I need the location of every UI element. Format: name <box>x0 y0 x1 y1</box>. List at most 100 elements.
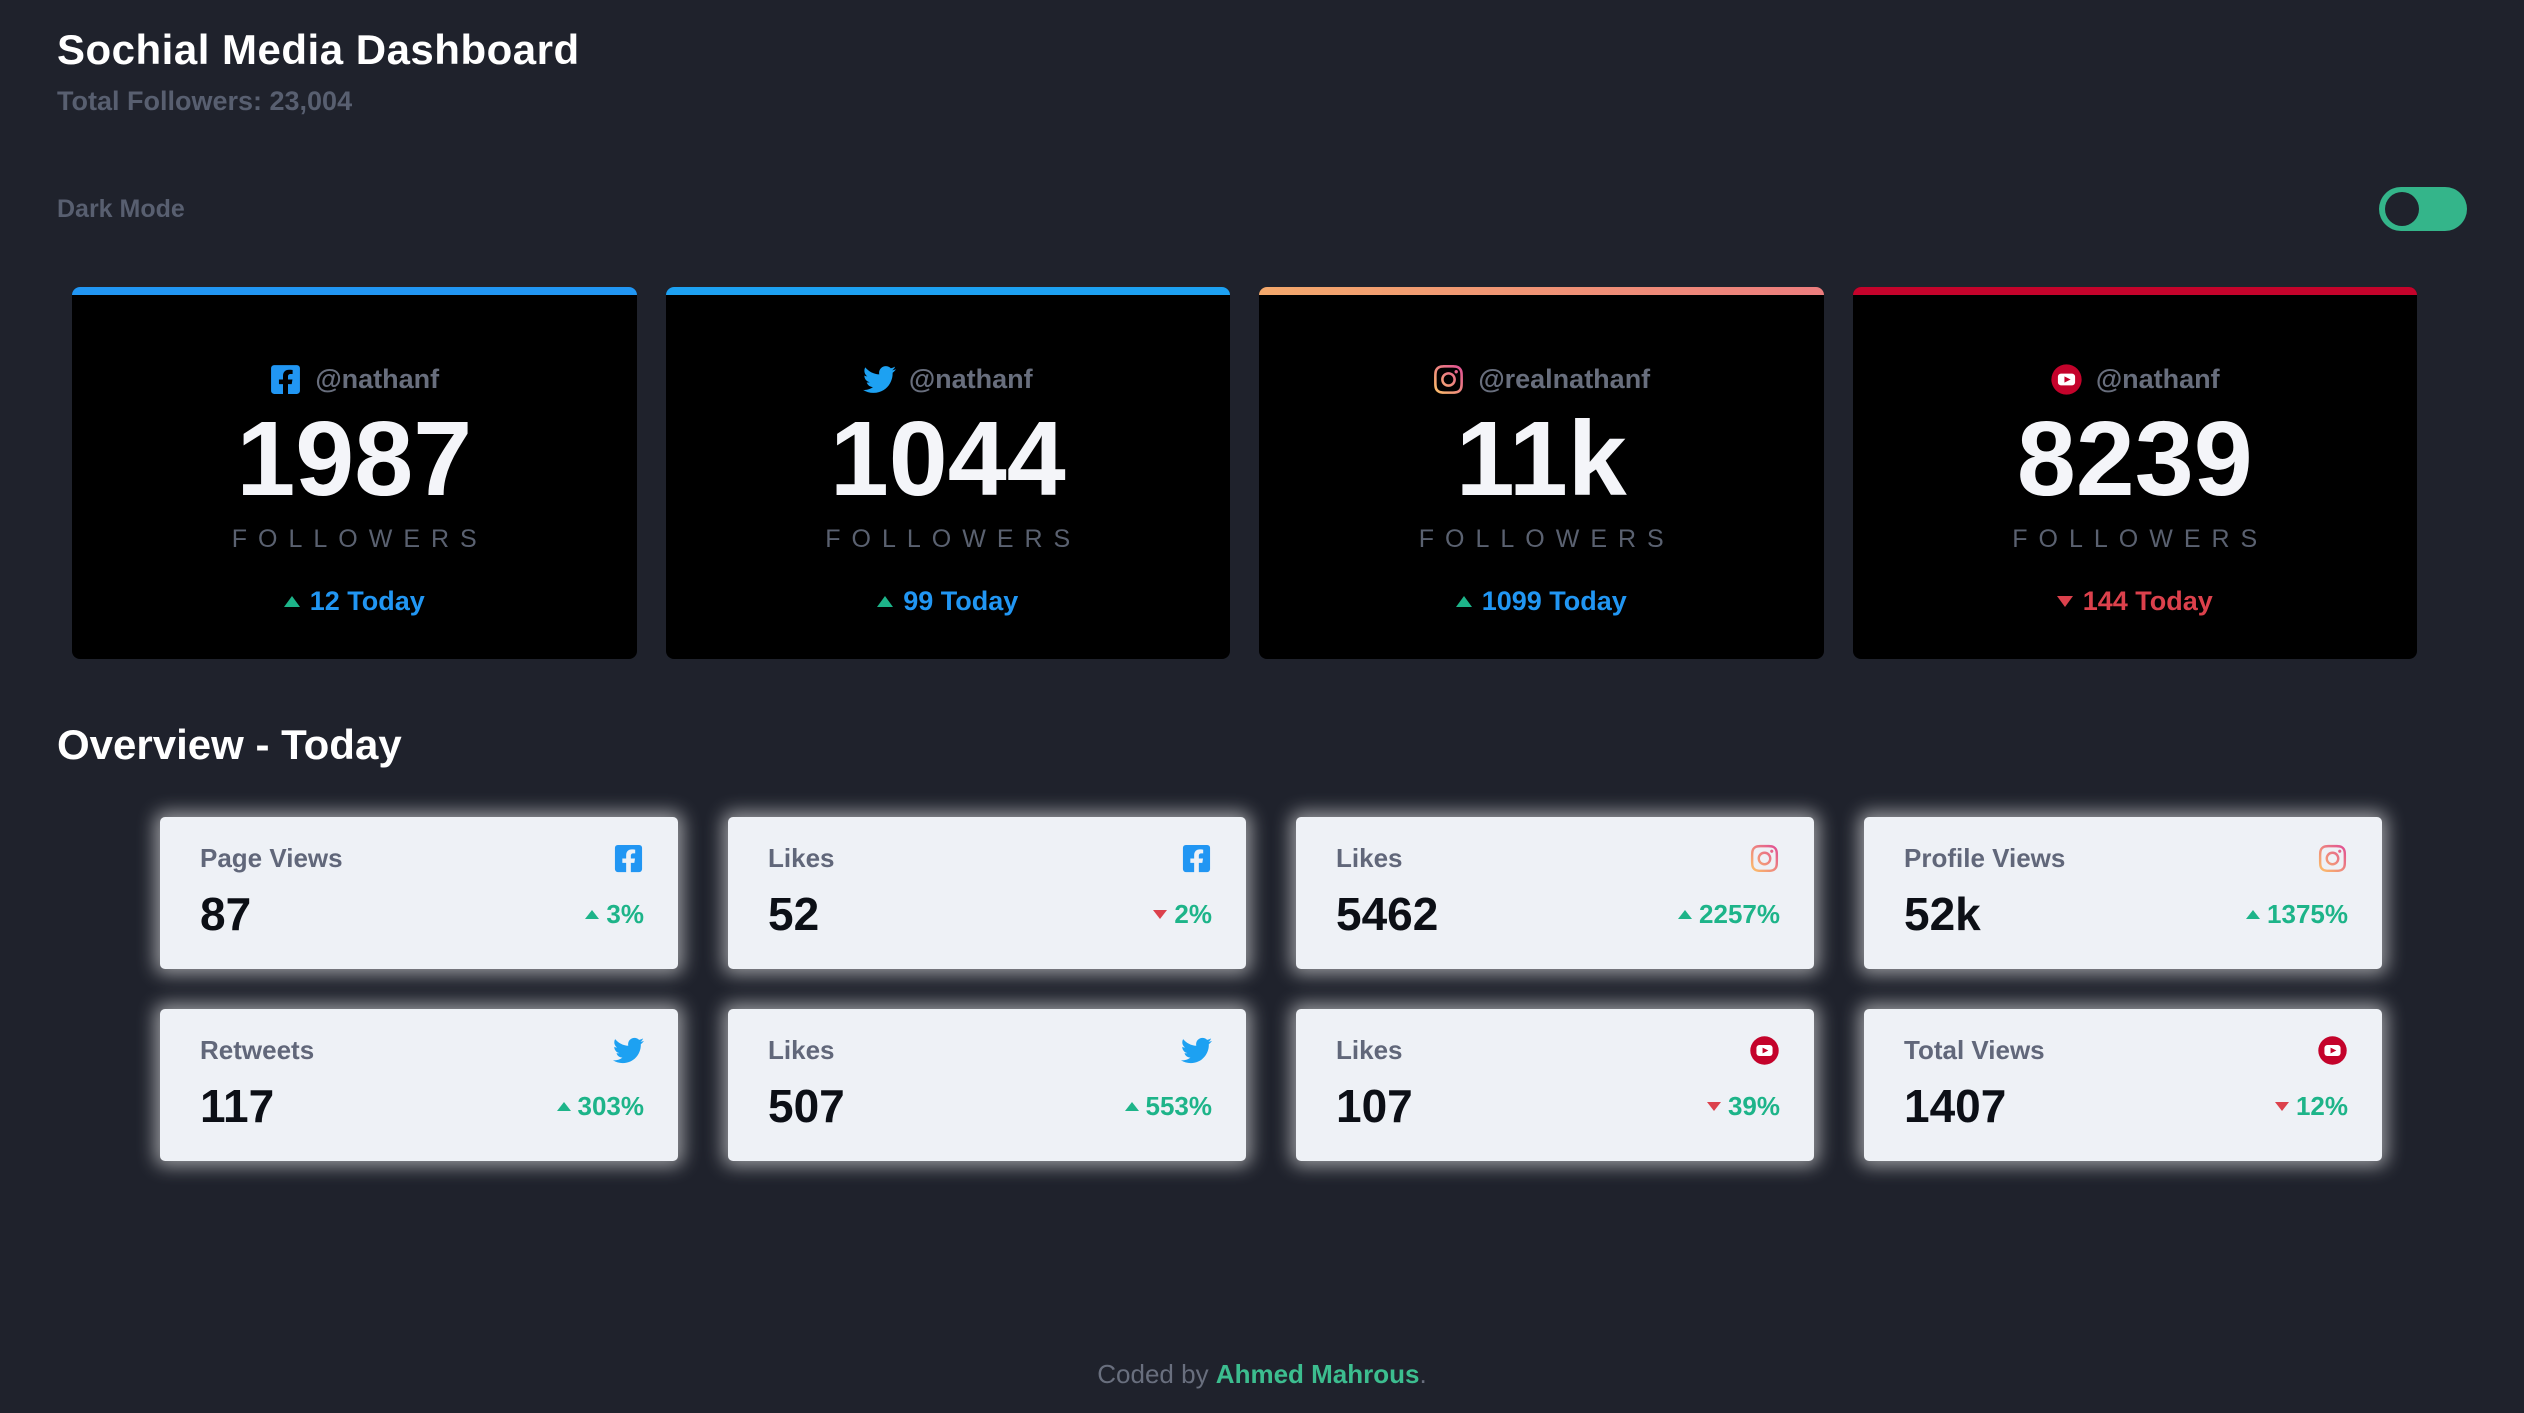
platform-icon-slot <box>613 843 644 874</box>
percent-text: 39% <box>1727 1090 1780 1121</box>
percent-text: 553% <box>1145 1090 1213 1121</box>
metric-value: 507 <box>768 1080 845 1132</box>
account-handle: @nathanf <box>315 364 440 394</box>
metric-label: Total Views <box>1904 1035 2045 1065</box>
author-link[interactable]: Ahmed Mahrous <box>1215 1359 1420 1389</box>
facebook-icon <box>1182 844 1211 873</box>
change-text: 1099 Today <box>1481 586 1627 616</box>
follower-count: 1044 <box>829 400 1066 518</box>
youtube-icon <box>2318 1036 2347 1065</box>
change-text: 144 Today <box>2082 586 2213 616</box>
twitter-icon <box>862 366 896 393</box>
metric-value-row: 1407 12% <box>1904 1079 2348 1133</box>
platform-icon-slot <box>862 363 896 396</box>
percent-triangle-icon <box>2246 909 2261 919</box>
change-triangle-icon <box>2056 596 2073 607</box>
metric-header-row: Retweets <box>200 1035 644 1066</box>
follower-cards-section: @nathanf 1987 FOLLOWERS 12 Today @nathan… <box>72 287 2417 659</box>
follower-card-twitter: @nathanf 1044 FOLLOWERS 99 Today <box>665 287 1230 659</box>
follower-count: 11k <box>1455 400 1627 518</box>
follower-card-youtube: @nathanf 8239 FOLLOWERS 144 Today <box>1852 287 2417 659</box>
follower-count: 1987 <box>236 400 473 518</box>
metric-label: Page Views <box>200 843 343 873</box>
metric-header-row: Likes <box>1336 1035 1780 1066</box>
metric-value-row: 52k 1375% <box>1904 887 2348 941</box>
platform-icon-slot <box>2050 363 2083 396</box>
percent-text: 303% <box>577 1090 645 1121</box>
handle-row: @nathanf <box>269 363 439 396</box>
metric-percent: 553% <box>1124 1090 1213 1122</box>
footer-suffix: . <box>1419 1359 1427 1389</box>
metric-value: 52 <box>768 888 820 940</box>
metric-value-row: 87 3% <box>200 887 644 941</box>
metric-label: Likes <box>768 843 835 873</box>
percent-text: 3% <box>606 898 644 929</box>
platform-icon-slot <box>2317 1035 2348 1066</box>
metric-value: 1407 <box>1904 1080 2007 1132</box>
percent-triangle-icon <box>585 909 600 919</box>
header: Sochial Media Dashboard Total Followers:… <box>57 26 2467 117</box>
followers-unit-label: FOLLOWERS <box>1418 525 1675 554</box>
metric-value: 117 <box>200 1080 275 1132</box>
card-accent-bar <box>1852 287 2417 295</box>
handle-row: @nathanf <box>2050 363 2220 396</box>
metric-percent: 3% <box>585 899 644 930</box>
today-change: 1099 Today <box>1455 586 1627 617</box>
percent-text: 12% <box>2295 1090 2348 1121</box>
instagram-icon <box>2318 844 2347 873</box>
followers-unit-label: FOLLOWERS <box>825 525 1082 554</box>
platform-icon-slot <box>1432 363 1465 396</box>
change-text: 99 Today <box>903 586 1019 616</box>
percent-triangle-icon <box>1678 909 1693 919</box>
percent-text: 2257% <box>1699 898 1780 929</box>
percent-text: 1375% <box>2267 898 2348 929</box>
metric-value: 87 <box>200 888 252 940</box>
footer-credit: Coded by Ahmed Mahrous. <box>57 1359 2467 1390</box>
account-handle: @nathanf <box>908 364 1033 394</box>
platform-icon-slot <box>1181 843 1212 874</box>
overview-cards-section: Page Views 87 3% Likes 52 2% Likes <box>160 817 2382 1161</box>
instagram-icon <box>1750 844 1779 873</box>
today-change: 99 Today <box>877 586 1018 617</box>
metric-value-row: 5462 2257% <box>1336 887 1780 941</box>
overview-card-twitter-retweets: Retweets 117 303% <box>160 1009 678 1161</box>
overview-card-twitter-likes: Likes 507 553% <box>728 1009 1246 1161</box>
followers-unit-label: FOLLOWERS <box>231 525 488 554</box>
metric-value: 107 <box>1336 1080 1413 1132</box>
card-accent-bar <box>1259 287 1824 295</box>
metric-value-row: 52 2% <box>768 887 1212 941</box>
dark-mode-toggle[interactable] <box>2379 187 2467 231</box>
percent-triangle-icon <box>1706 1101 1721 1111</box>
dark-mode-row: Dark Mode <box>57 187 2467 231</box>
overview-heading: Overview - Today <box>57 721 402 768</box>
metric-label: Likes <box>768 1035 835 1065</box>
metric-header-row: Total Views <box>1904 1035 2348 1066</box>
metric-value-row: 507 553% <box>768 1079 1212 1133</box>
metric-value-row: 117 303% <box>200 1079 644 1133</box>
metric-percent: 2257% <box>1678 899 1780 930</box>
overview-card-instagram-likes: Likes 5462 2257% <box>1296 817 1814 969</box>
youtube-icon <box>1750 1036 1779 1065</box>
twitter-icon <box>1181 1037 1212 1064</box>
metric-header-row: Likes <box>768 1035 1212 1066</box>
footer-prefix: Coded by <box>1097 1359 1216 1389</box>
follower-count: 8239 <box>2016 400 2253 518</box>
handle-row: @realnathanf <box>1432 363 1650 396</box>
youtube-icon <box>2051 364 2082 395</box>
percent-triangle-icon <box>1124 1101 1139 1111</box>
percent-triangle-icon <box>2274 1101 2289 1111</box>
overview-card-facebook-page-views: Page Views 87 3% <box>160 817 678 969</box>
change-text: 12 Today <box>309 586 425 616</box>
metric-header-row: Likes <box>1336 843 1780 874</box>
overview-card-youtube-total-views: Total Views 1407 12% <box>1864 1009 2382 1161</box>
page-title: Sochial Media Dashboard <box>57 26 580 73</box>
today-change: 12 Today <box>283 586 425 617</box>
percent-triangle-icon <box>1153 909 1168 919</box>
metric-label: Retweets <box>200 1035 315 1065</box>
toggle-knob-icon <box>2385 192 2419 226</box>
metric-percent: 39% <box>1706 1090 1780 1122</box>
account-handle: @nathanf <box>2095 364 2220 394</box>
follower-card-instagram: @realnathanf 11k FOLLOWERS 1099 Today <box>1259 287 1824 659</box>
metric-value: 52k <box>1904 888 1981 940</box>
total-followers: Total Followers: 23,004 <box>57 86 353 116</box>
